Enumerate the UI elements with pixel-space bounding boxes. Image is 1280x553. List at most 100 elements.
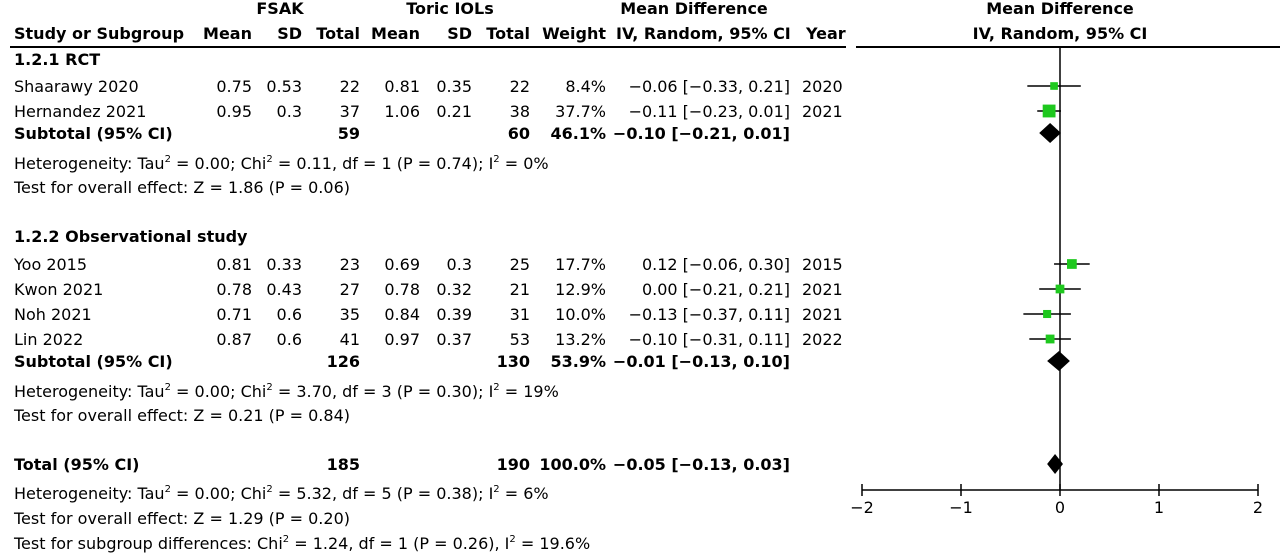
ci-cell: 0.00 [−0.21, 0.21]	[641, 280, 790, 299]
mean1-cell: 0.87	[216, 330, 252, 349]
heterogeneity-text: Heterogeneity: Tau2 = 0.00; Chi2 = 5.32,…	[14, 483, 549, 503]
total1-cell: 27	[339, 280, 360, 299]
pooled-estimate-diamond	[1039, 123, 1061, 143]
subtotal-ci: −0.01 [−0.13, 0.10]	[612, 352, 790, 371]
sd2-cell: 0.39	[436, 305, 472, 324]
year-cell: 2022	[802, 330, 843, 349]
x-axis-tick-label: −1	[949, 498, 973, 517]
sd2-cell: 0.35	[436, 77, 472, 96]
sd2-header: SD	[447, 24, 472, 43]
ci-cell: −0.13 [−0.37, 0.11]	[628, 305, 790, 324]
total-label: Total (95% CI)	[14, 455, 140, 474]
group2-header: Toric IOLs	[406, 0, 494, 18]
subtotal-weight: 53.9%	[550, 352, 606, 371]
pooled-estimate-diamond	[1047, 454, 1063, 474]
sd1-cell: 0.33	[266, 255, 302, 274]
mean1-cell: 0.75	[216, 77, 252, 96]
study-name: Lin 2022	[14, 330, 84, 349]
heterogeneity-text: Heterogeneity: Tau2 = 0.00; Chi2 = 0.11,…	[14, 153, 549, 173]
subgroup-title: 1.2.1 RCT	[14, 50, 101, 69]
total1-cell: 41	[339, 330, 360, 349]
ci-cell: −0.10 [−0.31, 0.11]	[628, 330, 790, 349]
study-estimate-square	[1067, 259, 1077, 269]
subtotal-label: Subtotal (95% CI)	[14, 124, 173, 143]
sd1-cell: 0.53	[266, 77, 302, 96]
mean1-cell: 0.81	[216, 255, 252, 274]
study-estimate-square	[1055, 284, 1065, 294]
total2-cell: 53	[509, 330, 530, 349]
ci-cell: −0.06 [−0.33, 0.21]	[628, 77, 790, 96]
study-name: Yoo 2015	[14, 255, 88, 274]
subtotal-total1: 126	[326, 352, 360, 371]
total2-header: Total	[486, 24, 530, 43]
total2-cell: 22	[509, 77, 530, 96]
year-cell: 2021	[802, 280, 843, 299]
x-axis-tick-label: 1	[1154, 498, 1164, 517]
mean1-header: Mean	[203, 24, 252, 43]
sd2-cell: 0.3	[446, 255, 472, 274]
total2-cell: 31	[509, 305, 530, 324]
subtotal-weight: 46.1%	[550, 124, 606, 143]
total-total1: 185	[326, 455, 360, 474]
total1-header: Total	[316, 24, 360, 43]
x-axis-tick-label: 0	[1055, 498, 1065, 517]
study-name: Kwon 2021	[14, 280, 104, 299]
study-estimate-square	[1043, 309, 1052, 319]
weight-cell: 13.2%	[555, 330, 606, 349]
x-axis-tick-label: −2	[850, 498, 874, 517]
weight-cell: 12.9%	[555, 280, 606, 299]
group1-header: FSAK	[256, 0, 304, 18]
year-cell: 2020	[802, 77, 843, 96]
header-rule-right	[856, 46, 1280, 48]
study-estimate-square	[1050, 82, 1058, 90]
plot-method-header: IV, Random, 95% CI	[972, 24, 1148, 43]
subtotal-total2: 60	[507, 124, 530, 143]
subgroup-differences-text: Test for subgroup differences: Chi2 = 1.…	[14, 533, 591, 553]
year-cell: 2021	[802, 305, 843, 324]
study-name: Noh 2021	[14, 305, 92, 324]
weight-cell: 10.0%	[555, 305, 606, 324]
sd2-cell: 0.32	[436, 280, 472, 299]
heterogeneity-text: Heterogeneity: Tau2 = 0.00; Chi2 = 3.70,…	[14, 381, 559, 401]
pooled-estimate-diamond	[1047, 351, 1070, 371]
study-estimate-square	[1045, 334, 1055, 344]
md-method-header: IV, Random, 95% CI	[616, 24, 791, 43]
study-name: Hernandez 2021	[14, 102, 147, 121]
mean2-cell: 0.97	[384, 330, 420, 349]
total1-cell: 22	[339, 77, 360, 96]
sd1-cell: 0.43	[266, 280, 302, 299]
subtotal-ci: −0.10 [−0.21, 0.01]	[612, 124, 790, 143]
year-cell: 2015	[802, 255, 843, 274]
header-rule-left	[10, 46, 846, 48]
ci-cell: −0.11 [−0.23, 0.01]	[628, 102, 790, 121]
total2-cell: 25	[509, 255, 530, 274]
sd1-cell: 0.6	[276, 305, 302, 324]
overall-effect-text: Test for overall effect: Z = 1.29 (P = 0…	[14, 509, 350, 528]
subgroup-title: 1.2.2 Observational study	[14, 227, 248, 246]
weight-header: Weight	[542, 24, 606, 43]
mean2-cell: 0.69	[384, 255, 420, 274]
mean1-cell: 0.71	[216, 305, 252, 324]
mean1-cell: 0.78	[216, 280, 252, 299]
year-cell: 2021	[802, 102, 843, 121]
total1-cell: 23	[339, 255, 360, 274]
study-column-header: Study or Subgroup	[14, 24, 185, 43]
total1-cell: 37	[339, 102, 360, 121]
mean1-cell: 0.95	[216, 102, 252, 121]
subtotal-total2: 130	[496, 352, 530, 371]
total1-cell: 35	[339, 305, 360, 324]
sd1-cell: 0.6	[276, 330, 302, 349]
overall-effect-text: Test for overall effect: Z = 1.86 (P = 0…	[14, 178, 350, 197]
ci-cell: 0.12 [−0.06, 0.30]	[641, 255, 790, 274]
sd1-cell: 0.3	[276, 102, 302, 121]
mean2-cell: 0.84	[384, 305, 420, 324]
weight-cell: 8.4%	[565, 77, 606, 96]
x-axis-tick-label: 2	[1253, 498, 1263, 517]
study-estimate-square	[1042, 104, 1056, 118]
mean2-cell: 0.78	[384, 280, 420, 299]
md-header: Mean Difference	[620, 0, 768, 18]
mean2-cell: 0.81	[384, 77, 420, 96]
total2-cell: 21	[509, 280, 530, 299]
plot-header: Mean Difference	[986, 0, 1134, 18]
